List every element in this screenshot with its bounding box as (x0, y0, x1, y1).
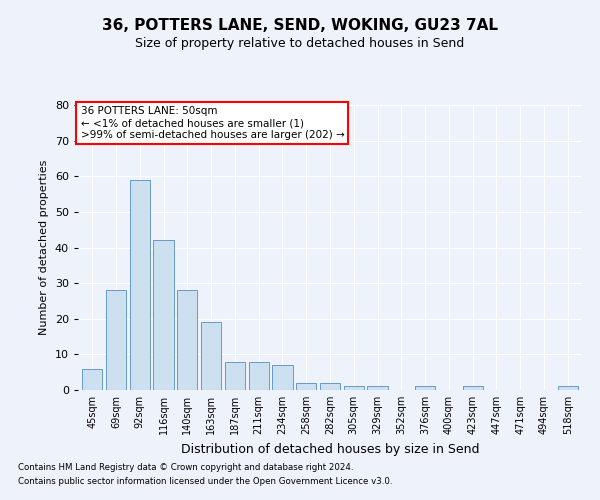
Bar (225, 362, 245, 390)
Bar (106, 290, 126, 390)
Bar (463, 386, 483, 390)
Bar (248, 362, 269, 390)
Text: Contains public sector information licensed under the Open Government Licence v3: Contains public sector information licen… (18, 478, 392, 486)
Text: 36 POTTERS LANE: 50sqm
← <1% of detached houses are smaller (1)
>99% of semi-det: 36 POTTERS LANE: 50sqm ← <1% of detached… (80, 106, 344, 140)
Bar (177, 290, 197, 390)
Text: Size of property relative to detached houses in Send: Size of property relative to detached ho… (136, 38, 464, 51)
Bar (82, 368, 103, 390)
Bar (367, 386, 388, 390)
Bar (296, 383, 316, 390)
Text: 36, POTTERS LANE, SEND, WOKING, GU23 7AL: 36, POTTERS LANE, SEND, WOKING, GU23 7AL (102, 18, 498, 32)
Bar (130, 180, 150, 390)
Bar (557, 386, 578, 390)
Y-axis label: Number of detached properties: Number of detached properties (39, 160, 49, 335)
Bar (415, 386, 435, 390)
Bar (201, 322, 221, 390)
X-axis label: Distribution of detached houses by size in Send: Distribution of detached houses by size … (181, 442, 479, 456)
Bar (272, 365, 293, 390)
Bar (320, 383, 340, 390)
Text: Contains HM Land Registry data © Crown copyright and database right 2024.: Contains HM Land Registry data © Crown c… (18, 462, 353, 471)
Bar (154, 240, 173, 390)
Bar (344, 386, 364, 390)
